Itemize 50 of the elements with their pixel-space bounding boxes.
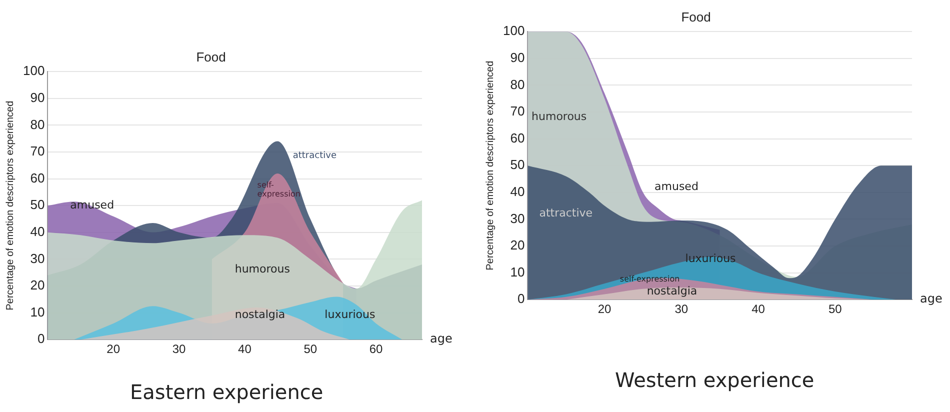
x-tick-label: 50 xyxy=(828,302,842,316)
series-label: nostalgia xyxy=(234,308,286,322)
text: Eastern experience xyxy=(130,380,324,404)
x-tick-label: 40 xyxy=(752,302,766,316)
series-label: attractive xyxy=(539,206,593,220)
y-axis-title: Percentage of emotion descriptors experienced xyxy=(4,100,16,310)
y-tick-label: 70 xyxy=(30,144,45,159)
series-label: luxurious xyxy=(324,308,376,322)
y-tick-label: 20 xyxy=(30,278,45,293)
y-tick-label: 10 xyxy=(30,304,45,320)
y-tick-label: 30 xyxy=(510,210,525,226)
x-tick-label: 40 xyxy=(238,342,252,356)
y-tick-label: 40 xyxy=(510,184,525,199)
x-axis-title: age xyxy=(430,332,452,346)
x-tick-label: 60 xyxy=(369,342,384,356)
y-tick-label: 80 xyxy=(30,116,45,132)
chart-title: Food xyxy=(681,9,711,24)
series-label: humorous xyxy=(234,262,290,276)
y-tick-label: 80 xyxy=(510,76,525,92)
y-tick-label: 90 xyxy=(30,90,45,105)
y-tick-label: 60 xyxy=(510,130,525,146)
y-axis-title: Percentage of emotion descriptors experienced xyxy=(484,60,496,270)
x-tick-label: 30 xyxy=(674,302,688,316)
y-tick-label: 20 xyxy=(510,238,525,253)
series-label: self-expression xyxy=(620,274,680,284)
y-tick-label: 60 xyxy=(30,170,45,186)
series-label: attractive xyxy=(292,150,337,161)
x-tick-label: 50 xyxy=(304,342,318,356)
series-label: amused xyxy=(70,198,114,212)
x-tick-label: 20 xyxy=(106,342,120,356)
x-axis-title: age xyxy=(920,292,942,306)
y-tick-label: 100 xyxy=(22,63,45,78)
y-tick-label: 30 xyxy=(30,250,45,266)
y-tick-label: 100 xyxy=(502,23,525,38)
y-tick-label: 90 xyxy=(510,50,525,65)
y-tick-label: 50 xyxy=(30,197,45,212)
chart-title: Food xyxy=(196,49,226,64)
series-label: luxurious xyxy=(685,252,736,266)
x-tick-label: 20 xyxy=(598,302,612,316)
x-tick-label: 30 xyxy=(172,342,186,356)
y-tick-label: 40 xyxy=(30,224,45,239)
y-tick-label: 10 xyxy=(510,264,525,280)
y-tick-label: 0 xyxy=(37,331,45,346)
y-tick-label: 0 xyxy=(517,291,525,306)
series-label: amused xyxy=(654,180,698,193)
y-tick-label: 50 xyxy=(510,157,525,172)
text: Western experience xyxy=(615,368,814,392)
y-tick-label: 70 xyxy=(510,104,525,119)
series-label: nostalgia xyxy=(646,284,698,298)
series-label: humorous xyxy=(532,110,587,124)
